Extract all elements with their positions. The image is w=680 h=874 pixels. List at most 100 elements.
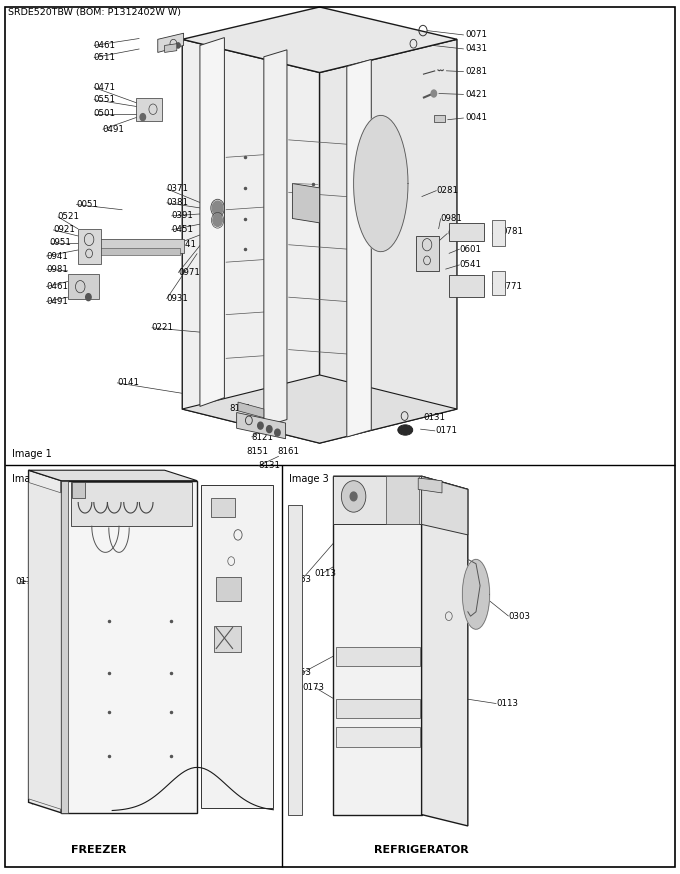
- Text: 0601: 0601: [460, 245, 481, 253]
- Text: 0551: 0551: [94, 95, 116, 104]
- Text: 0461: 0461: [46, 282, 68, 291]
- Text: 0141: 0141: [117, 378, 139, 387]
- Text: 8151: 8151: [246, 447, 268, 456]
- Polygon shape: [216, 577, 241, 601]
- Text: 0391: 0391: [171, 212, 193, 220]
- Polygon shape: [214, 626, 241, 652]
- Polygon shape: [416, 236, 439, 271]
- Polygon shape: [68, 274, 99, 299]
- Polygon shape: [238, 402, 264, 418]
- Text: 0921: 0921: [53, 225, 75, 234]
- Polygon shape: [333, 476, 468, 489]
- Polygon shape: [336, 727, 420, 747]
- Polygon shape: [386, 476, 419, 524]
- Text: 0461: 0461: [94, 41, 116, 50]
- Circle shape: [350, 492, 357, 501]
- Polygon shape: [136, 98, 162, 121]
- Polygon shape: [449, 223, 484, 241]
- Text: REFRIGERATOR: REFRIGERATOR: [374, 845, 469, 855]
- Text: 0421: 0421: [466, 90, 488, 99]
- Text: 8161: 8161: [277, 447, 299, 456]
- Text: 0941: 0941: [447, 229, 469, 238]
- Polygon shape: [29, 482, 61, 809]
- Text: 0941: 0941: [46, 252, 68, 260]
- Text: Image 2: Image 2: [12, 474, 52, 483]
- Text: 0281: 0281: [437, 186, 458, 195]
- Circle shape: [176, 43, 180, 48]
- Polygon shape: [354, 115, 408, 252]
- Text: 0491: 0491: [103, 125, 124, 134]
- Polygon shape: [92, 239, 184, 253]
- Text: 0071: 0071: [466, 31, 488, 39]
- Polygon shape: [434, 115, 445, 122]
- Polygon shape: [78, 229, 101, 264]
- Text: 0971: 0971: [178, 268, 200, 277]
- Text: 0051: 0051: [76, 200, 98, 209]
- Text: 0163: 0163: [290, 575, 311, 584]
- Text: 0221: 0221: [152, 323, 173, 332]
- Polygon shape: [182, 7, 457, 73]
- Circle shape: [212, 201, 223, 215]
- Text: 0981: 0981: [441, 214, 462, 223]
- Polygon shape: [61, 481, 68, 813]
- Polygon shape: [422, 476, 468, 535]
- Text: 0041: 0041: [466, 114, 488, 122]
- Text: 0511: 0511: [94, 53, 116, 62]
- Polygon shape: [29, 470, 197, 481]
- Text: 0771: 0771: [500, 282, 522, 291]
- Polygon shape: [201, 485, 273, 808]
- Text: Image 3: Image 3: [289, 474, 328, 483]
- Polygon shape: [237, 413, 286, 439]
- Text: 0113: 0113: [314, 569, 336, 578]
- Polygon shape: [492, 271, 505, 295]
- Polygon shape: [449, 275, 484, 297]
- Polygon shape: [211, 498, 235, 517]
- Polygon shape: [200, 38, 224, 406]
- Text: 0981: 0981: [46, 265, 68, 274]
- Polygon shape: [422, 476, 468, 826]
- Text: 0501: 0501: [94, 109, 116, 118]
- Circle shape: [341, 481, 366, 512]
- Text: 0471: 0471: [94, 83, 116, 92]
- Text: 0951: 0951: [50, 239, 71, 247]
- Polygon shape: [292, 184, 320, 223]
- Text: 0541: 0541: [460, 260, 481, 269]
- Polygon shape: [61, 481, 197, 813]
- Polygon shape: [165, 44, 177, 52]
- Circle shape: [275, 429, 280, 436]
- Text: 0171: 0171: [435, 427, 457, 435]
- Text: 8121: 8121: [252, 433, 273, 441]
- Polygon shape: [158, 33, 184, 52]
- Text: 0491: 0491: [46, 297, 68, 306]
- Polygon shape: [72, 482, 85, 498]
- Polygon shape: [95, 248, 180, 255]
- Text: 0931: 0931: [167, 295, 188, 303]
- Circle shape: [140, 114, 146, 121]
- Text: 0451: 0451: [171, 225, 193, 234]
- Circle shape: [213, 214, 222, 226]
- Polygon shape: [418, 478, 442, 493]
- Polygon shape: [347, 59, 371, 437]
- Text: 8131: 8131: [258, 461, 280, 470]
- Text: 0053: 0053: [290, 669, 311, 677]
- Text: 0113: 0113: [496, 699, 518, 708]
- Polygon shape: [492, 220, 505, 246]
- Polygon shape: [288, 505, 302, 815]
- Polygon shape: [264, 50, 287, 427]
- Text: 0431: 0431: [466, 45, 488, 53]
- Text: 0541: 0541: [175, 240, 197, 249]
- Text: 0371: 0371: [167, 184, 188, 193]
- Polygon shape: [71, 482, 192, 526]
- Polygon shape: [336, 647, 420, 666]
- Text: 0172: 0172: [15, 577, 37, 586]
- Polygon shape: [336, 699, 420, 718]
- Text: 0521: 0521: [58, 212, 80, 221]
- Text: 0131: 0131: [423, 413, 445, 422]
- Text: FREEZER: FREEZER: [71, 845, 126, 855]
- Text: 0381: 0381: [167, 198, 188, 207]
- Text: Image 1: Image 1: [12, 449, 52, 459]
- Polygon shape: [320, 39, 457, 443]
- Text: 0173: 0173: [302, 683, 324, 692]
- Polygon shape: [29, 470, 61, 813]
- Circle shape: [267, 426, 272, 433]
